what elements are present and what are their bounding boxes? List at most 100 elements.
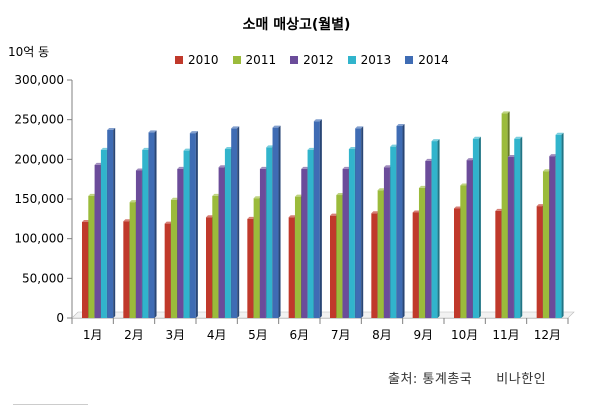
bar-side-2014 (361, 126, 364, 318)
legend-swatch (347, 56, 356, 64)
bar-top-2012 (549, 154, 558, 157)
bar-2011 (377, 190, 384, 318)
bar-2010 (330, 215, 336, 318)
bar-2014 (148, 132, 155, 318)
bar-top-2013 (224, 147, 233, 150)
legend-swatch (290, 56, 299, 64)
bar-2010 (454, 208, 460, 318)
bar-2013 (183, 150, 190, 318)
bar-top-2014 (148, 130, 157, 133)
bar-top-2011 (253, 196, 262, 199)
legend-item-2014: 2014 (405, 53, 449, 67)
legend-item-2010: 2010 (175, 53, 219, 67)
legend: 2010 2011 2012 2013 2014 (175, 53, 449, 67)
bar-top-2011 (170, 197, 179, 200)
bar-top-2012 (425, 158, 434, 161)
divider (13, 404, 88, 405)
bar-top-2011 (212, 193, 221, 196)
x-tick-label: 6月 (290, 328, 310, 342)
x-tick-label: 7月 (331, 328, 351, 342)
bar-2013 (266, 147, 273, 318)
bar-side-2013 (437, 139, 440, 318)
x-tick-label: 2月 (124, 328, 144, 342)
bar-2013 (142, 149, 149, 318)
x-tick-label: 8月 (372, 328, 392, 342)
bar-top-2013 (142, 147, 151, 150)
bar-2011 (460, 185, 467, 318)
bar-top-2012 (177, 166, 186, 169)
bar-2013 (514, 138, 521, 318)
y-tick-label: 250,000 (14, 113, 64, 127)
bar-2014 (272, 127, 279, 318)
bar-side-2013 (478, 136, 481, 318)
bar-top-2013 (514, 136, 523, 139)
bar-side-2014 (154, 130, 157, 318)
bar-top-2012 (94, 162, 103, 165)
bar-top-2012 (342, 166, 351, 169)
bar-top-2014 (189, 131, 198, 134)
bar-2014 (313, 121, 320, 319)
bar-2012 (549, 156, 556, 318)
bar-2012 (177, 168, 184, 318)
bar-top-2011 (336, 193, 345, 196)
bar-top-2014 (355, 126, 364, 129)
bar-side-2013 (520, 136, 523, 318)
bar-2010 (371, 213, 378, 318)
bar-top-2013 (555, 132, 564, 135)
bar-top-2011 (377, 188, 386, 191)
bar-top-2011 (460, 183, 469, 186)
y-axis-unit-label: 10억 동 (8, 45, 50, 59)
bar-top-2010 (371, 211, 380, 214)
bar-top-2010 (288, 215, 297, 218)
bar-2012 (301, 168, 308, 318)
x-tick-label: 1月 (83, 328, 103, 342)
bar-2010 (164, 223, 171, 318)
bar-2012 (383, 167, 390, 318)
bar-2014 (396, 126, 403, 318)
legend-swatch (405, 56, 414, 64)
legend-swatch (175, 56, 183, 64)
bar-2010 (206, 217, 212, 318)
bar-top-2010 (123, 219, 132, 222)
x-tick-label: 9月 (414, 328, 434, 342)
bar-top-2012 (301, 166, 310, 169)
bar-top-2012 (383, 165, 392, 168)
bar-top-2010 (536, 204, 545, 207)
bar-top-2014 (272, 125, 281, 128)
bar-2010 (123, 221, 130, 318)
bar-2013 (348, 149, 355, 318)
legend-label: 2014 (418, 53, 449, 67)
bar-2013 (431, 141, 438, 318)
bar-2011 (542, 171, 549, 318)
bar-2010 (82, 222, 88, 318)
bar-top-2013 (472, 136, 481, 139)
bar-top-2013 (266, 145, 275, 148)
x-tick-label: 10月 (451, 328, 478, 342)
bar-2012 (94, 164, 101, 318)
y-tick-label: 300,000 (14, 73, 64, 87)
y-tick-label: 100,000 (14, 232, 64, 246)
legend-label: 2013 (360, 53, 392, 67)
bar-2013 (224, 149, 231, 318)
bar-top-2013 (100, 147, 109, 150)
bar-side-2014 (319, 119, 322, 319)
bar-top-2012 (259, 166, 268, 169)
bar-2013 (390, 146, 397, 318)
bar-2011 (129, 202, 136, 318)
bar-top-2010 (412, 210, 421, 213)
bar-side-2013 (561, 132, 564, 318)
bar-2014 (355, 128, 362, 318)
bar-2013 (555, 134, 562, 318)
legend-label: 2011 (245, 53, 277, 67)
bar-2012 (466, 160, 473, 318)
x-tick-label: 5月 (248, 328, 268, 342)
bar-2012 (342, 168, 349, 318)
source-note: 출처: 통계총국 비나한인 (388, 368, 546, 387)
x-tick-label: 4月 (207, 328, 227, 342)
y-tick-label: 0 (56, 311, 64, 325)
bar-2013 (100, 149, 107, 318)
bar-2010 (247, 218, 254, 318)
bar-2011 (212, 195, 219, 318)
bar-top-2010 (495, 208, 504, 211)
